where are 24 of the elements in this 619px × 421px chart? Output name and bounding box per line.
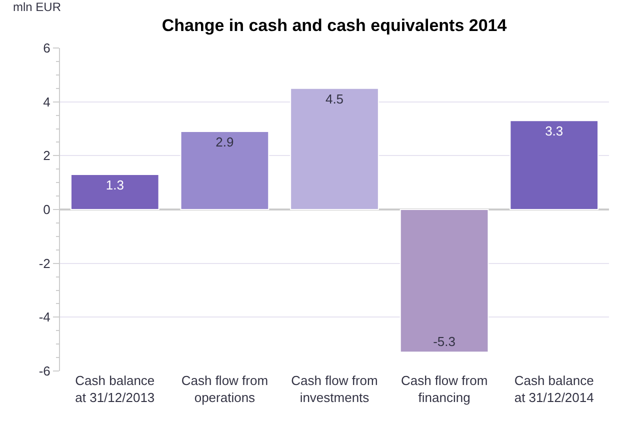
x-tick-label: Cash balance at 31/12/2013 <box>75 373 155 405</box>
chart-title: Change in cash and cash equivalents 2014 <box>162 16 508 35</box>
bar <box>290 88 379 210</box>
y-tick-label: 2 <box>43 148 50 164</box>
x-tick-label: Cash flow from operations <box>181 373 268 405</box>
y-tick-label: 6 <box>43 40 50 56</box>
y-tick-label: 4 <box>43 94 50 110</box>
data-label: 4.5 <box>325 91 344 106</box>
data-label: 1.3 <box>106 178 124 193</box>
x-tick-label: Cash balance at 31/12/2014 <box>514 373 594 405</box>
data-label: 2.9 <box>216 134 234 150</box>
y-tick-label: 0 <box>43 202 50 218</box>
bar <box>180 130 270 210</box>
y-tick-label: -4 <box>38 310 50 325</box>
y-axis-title: mln EUR <box>13 0 62 14</box>
data-label: 3.3 <box>545 124 564 139</box>
x-tick-label: Cash flow from financing <box>400 373 488 405</box>
y-tick-label: -2 <box>38 256 50 271</box>
x-tick-label: Cash flow from investments <box>291 373 378 405</box>
y-tick-label: -6 <box>38 364 50 379</box>
bar <box>70 174 160 210</box>
bar <box>510 120 599 210</box>
bar <box>400 209 489 353</box>
data-label: -5.3 <box>433 334 456 350</box>
